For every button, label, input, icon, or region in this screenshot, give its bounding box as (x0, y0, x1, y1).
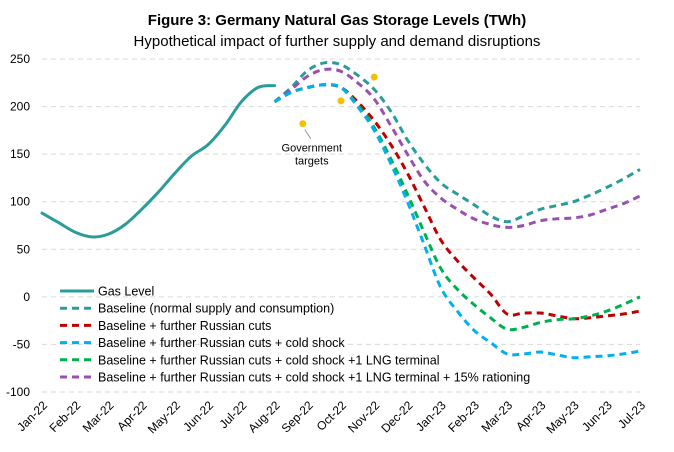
target-marker (370, 73, 378, 81)
grid-lines (42, 58, 640, 393)
x-tick-label: Dec-22 (378, 398, 415, 435)
legend-label: Baseline + further Russian cuts (98, 319, 271, 333)
legend-label: Baseline (normal supply and consumption) (98, 302, 334, 316)
legend-label: Gas Level (98, 285, 154, 299)
target-marker (299, 120, 307, 128)
legend: Gas Level Baseline (normal supply and con… (60, 285, 530, 385)
series-line-6 (273, 67, 641, 229)
series-lines (40, 60, 641, 360)
x-tick-label: Apr-22 (114, 398, 150, 434)
x-tick-label: Sep-22 (279, 398, 316, 435)
series-line-2 (273, 60, 641, 224)
y-tick-label: 250 (10, 52, 30, 66)
x-tick-label: Aug-22 (245, 398, 282, 435)
target-marker (337, 97, 345, 105)
legend-label: Baseline + further Russian cuts + cold s… (98, 371, 530, 385)
y-axis-ticks: -100 -50 0 50 100 150 200 250 (6, 52, 30, 399)
annotation-leader (304, 129, 312, 139)
x-tick-label: Mar-22 (80, 398, 117, 435)
x-tick-label: Jan-23 (413, 398, 449, 434)
x-tick-label: Feb-22 (47, 398, 84, 435)
x-tick-label: Jan-22 (14, 398, 50, 434)
x-tick-label: Apr-23 (513, 398, 549, 434)
series-line-4 (273, 83, 641, 360)
chart-subtitle: Hypothetical impact of further supply an… (134, 33, 541, 50)
series-line-1 (40, 84, 277, 239)
x-tick-label: May-23 (543, 398, 581, 436)
legend-label: Baseline + further Russian cuts + cold s… (98, 336, 345, 350)
x-tick-label: Jun-23 (579, 398, 615, 434)
x-tick-label: May-22 (145, 398, 183, 436)
y-tick-label: 0 (23, 290, 30, 304)
x-tick-label: Oct-22 (314, 398, 350, 434)
legend-label: Baseline + further Russian cuts + cold s… (98, 353, 440, 367)
annotation-text: Government (282, 143, 343, 155)
x-tick-label: Jun-22 (180, 398, 216, 434)
y-tick-label: 200 (10, 100, 30, 114)
y-tick-label: 50 (17, 242, 31, 256)
y-tick-label: 150 (10, 147, 30, 161)
y-tick-label: -50 (13, 337, 31, 351)
series-line-5 (273, 83, 641, 332)
y-tick-label: 100 (10, 195, 30, 209)
x-tick-label: Jul-23 (615, 398, 648, 431)
annotation-text: targets (295, 156, 329, 168)
x-tick-label: Mar-23 (478, 398, 515, 435)
chart-title: Figure 3: Germany Natural Gas Storage Le… (148, 12, 526, 29)
y-tick-label: -100 (6, 385, 30, 399)
x-tick-label: Nov-22 (345, 398, 382, 435)
x-tick-label: Feb-23 (445, 398, 482, 435)
